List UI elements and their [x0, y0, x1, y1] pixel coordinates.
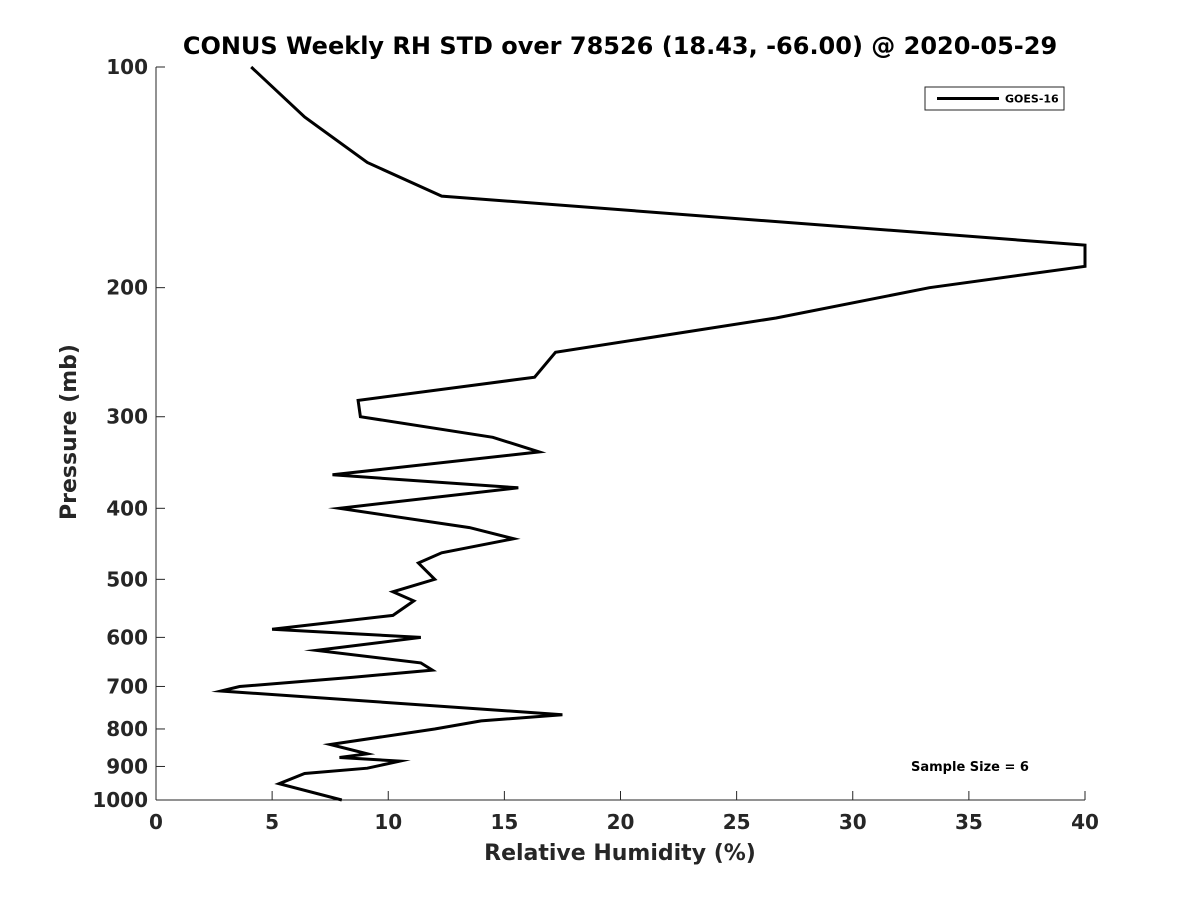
- x-tick-label-40: 40: [1071, 810, 1099, 834]
- y-tick-label-1000: 1000: [92, 788, 148, 812]
- x-tick-label-10: 10: [374, 810, 402, 834]
- y-tick-label-300: 300: [106, 405, 148, 429]
- x-tick-label-30: 30: [839, 810, 867, 834]
- chart-title: CONUS Weekly RH STD over 78526 (18.43, -…: [183, 32, 1057, 60]
- y-tick-label-600: 600: [106, 625, 148, 649]
- y-tick-label-700: 700: [106, 674, 148, 698]
- x-tick-label-20: 20: [607, 810, 635, 834]
- x-axis-title: Relative Humidity (%): [484, 841, 756, 866]
- legend: GOES-16: [924, 86, 1065, 111]
- x-tick-label-5: 5: [265, 810, 279, 834]
- y-tick-label-200: 200: [106, 276, 148, 300]
- legend-label-goes-16: GOES-16: [1005, 93, 1059, 106]
- sample-size-annotation: Sample Size = 6: [911, 760, 1029, 775]
- x-tick-label-0: 0: [149, 810, 163, 834]
- x-tick-label-15: 15: [490, 810, 518, 834]
- y-tick-label-800: 800: [106, 717, 148, 741]
- y-tick-label-100: 100: [106, 55, 148, 79]
- x-tick-label-25: 25: [723, 810, 751, 834]
- y-tick-label-900: 900: [106, 754, 148, 778]
- series-line-goes-16: [211, 65, 1087, 802]
- y-tick-label-400: 400: [106, 496, 148, 520]
- y-axis-title: Pressure (mb): [57, 344, 82, 520]
- x-tick-label-35: 35: [955, 810, 983, 834]
- y-tick-label-500: 500: [106, 567, 148, 591]
